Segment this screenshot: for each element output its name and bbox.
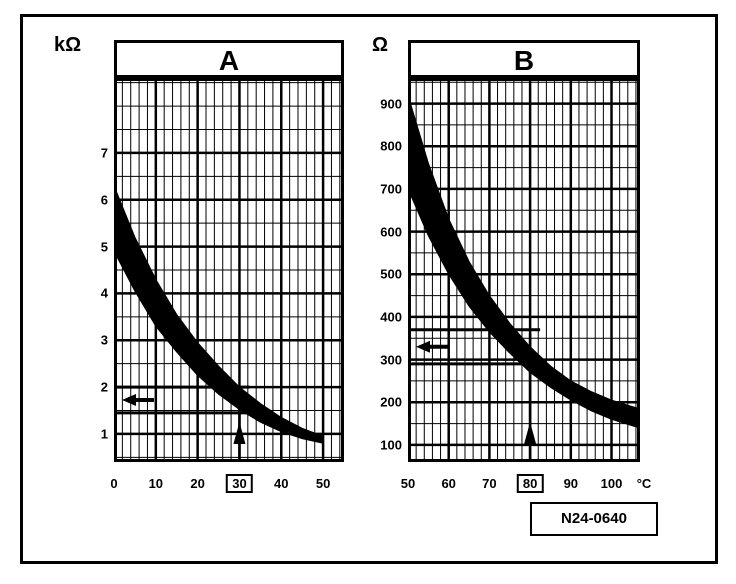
- panel-b-y-tick-label: 400: [380, 309, 402, 325]
- panel-b-x-tick-label: °C: [636, 476, 652, 491]
- panel-a-x-tick-label: 20: [190, 476, 205, 491]
- panel-a-plot-border: [114, 78, 344, 462]
- panel-a-x-tick-label: 10: [148, 476, 164, 491]
- panel-b-band-arrow: [416, 340, 448, 353]
- panel-a-resistance-band: [114, 185, 324, 444]
- panel-a-x-tick-label: 50: [315, 476, 331, 491]
- panel-b-x-tick-label: 100: [600, 476, 623, 491]
- panel-a-y-tick-label: 7: [100, 145, 108, 161]
- panel-b-plot: [408, 78, 640, 462]
- panel-b-marker-arrow: [524, 422, 537, 444]
- panel-b-y-unit: Ω: [372, 34, 389, 56]
- figure-frame: [20, 14, 718, 564]
- panel-b-y-tick-label: 800: [380, 138, 402, 154]
- panel-b-x-tick-label: 80: [516, 474, 544, 493]
- panel-a-y-tick-label: 4: [100, 285, 108, 301]
- panel-a-title: A: [114, 40, 344, 78]
- panel-b-x-tick-label: 60: [441, 476, 456, 491]
- panel-b-y-tick-label: 300: [380, 352, 402, 368]
- panel-a-y-tick-label: 5: [100, 239, 108, 255]
- panel-a-y-tick-label: 6: [100, 192, 108, 208]
- panel-b-x-tick-label: 90: [563, 476, 579, 491]
- panel-b-y-tick-label: 100: [380, 437, 402, 453]
- panel-a-y-tick-label: 1: [100, 426, 108, 442]
- panel-a-x-tick-label: 30: [226, 474, 253, 493]
- panel-b-x-tick-label: 70: [482, 476, 497, 491]
- panel-b-y-tick-label: 500: [380, 266, 402, 282]
- panel-a-plot: [114, 78, 344, 462]
- panel-b-resistance-band: [408, 94, 640, 429]
- panel-a-x-tick-label: 40: [274, 476, 289, 491]
- panel-b-title: B: [408, 40, 640, 78]
- panel-b-y-tick-label: 600: [380, 224, 402, 240]
- panel-b-x-tick-label: 50: [400, 476, 416, 491]
- panel-a-y-unit: kΩ: [54, 34, 82, 56]
- panel-a-marker-arrow: [233, 422, 246, 444]
- figure-reference-label: N24-0640: [530, 502, 658, 536]
- panel-b-plot-border: [408, 78, 640, 462]
- panel-a-y-tick-label: 2: [100, 379, 108, 395]
- panel-a-band-arrow: [122, 393, 154, 406]
- panel-b-y-tick-label: 900: [380, 96, 402, 112]
- panel-b-y-tick-label: 700: [380, 181, 402, 197]
- panel-b-y-tick-label: 200: [380, 394, 402, 410]
- panel-a-x-tick-label: 0: [110, 476, 118, 491]
- panel-a-y-tick-label: 3: [100, 332, 108, 348]
